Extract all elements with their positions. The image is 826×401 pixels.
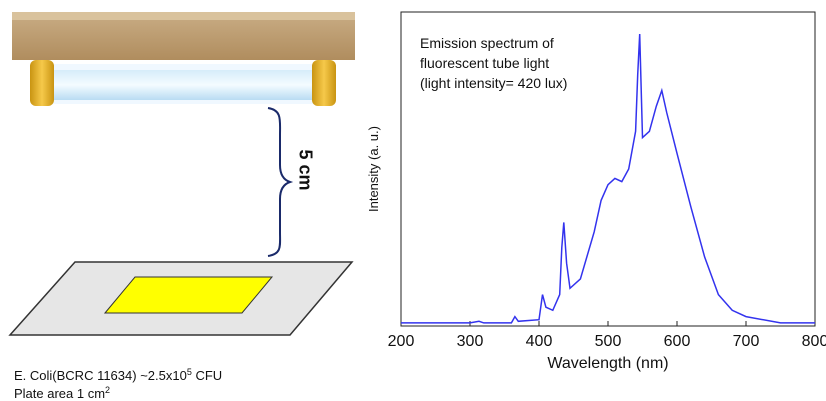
figure: 5 cm E. Coli(BCRC 11634) ~2.5x105 CFU Pl… bbox=[0, 0, 826, 401]
caption-superscript: 2 bbox=[105, 385, 110, 395]
lamp-housing-top bbox=[12, 12, 355, 20]
tube bbox=[52, 70, 314, 100]
x-tick-label: 200 bbox=[388, 333, 415, 350]
annotation: Emission spectrum of bbox=[420, 35, 554, 51]
y-axis-label: Intensity (a. u.) bbox=[366, 126, 381, 212]
caption: E. Coli(BCRC 11634) ~2.5x105 CFU bbox=[14, 367, 222, 383]
tube-cap bbox=[312, 60, 336, 106]
x-tick-label: 500 bbox=[595, 333, 622, 350]
tube-cap bbox=[30, 60, 54, 106]
x-tick-label: 700 bbox=[733, 333, 760, 350]
x-tick-label: 600 bbox=[664, 333, 691, 350]
annotation: fluorescent tube light bbox=[420, 55, 549, 71]
sample-area bbox=[105, 277, 272, 313]
caption-text: E. Coli(BCRC 11634) ~2.5x10 bbox=[14, 368, 187, 383]
caption-text: Plate area 1 cm bbox=[14, 386, 105, 401]
distance-label: 5 cm bbox=[295, 149, 315, 190]
distance-brace bbox=[268, 108, 290, 256]
caption-text: CFU bbox=[192, 368, 222, 383]
caption: Plate area 1 cm2 bbox=[14, 385, 110, 401]
x-axis-label: Wavelength (nm) bbox=[547, 355, 668, 372]
x-tick-label: 300 bbox=[457, 333, 484, 350]
x-tick-label: 800 bbox=[802, 333, 826, 350]
annotation: (light intensity= 420 lux) bbox=[420, 75, 567, 91]
x-tick-label: 400 bbox=[526, 333, 553, 350]
lamp-diagram: 5 cm E. Coli(BCRC 11634) ~2.5x105 CFU Pl… bbox=[10, 12, 355, 401]
